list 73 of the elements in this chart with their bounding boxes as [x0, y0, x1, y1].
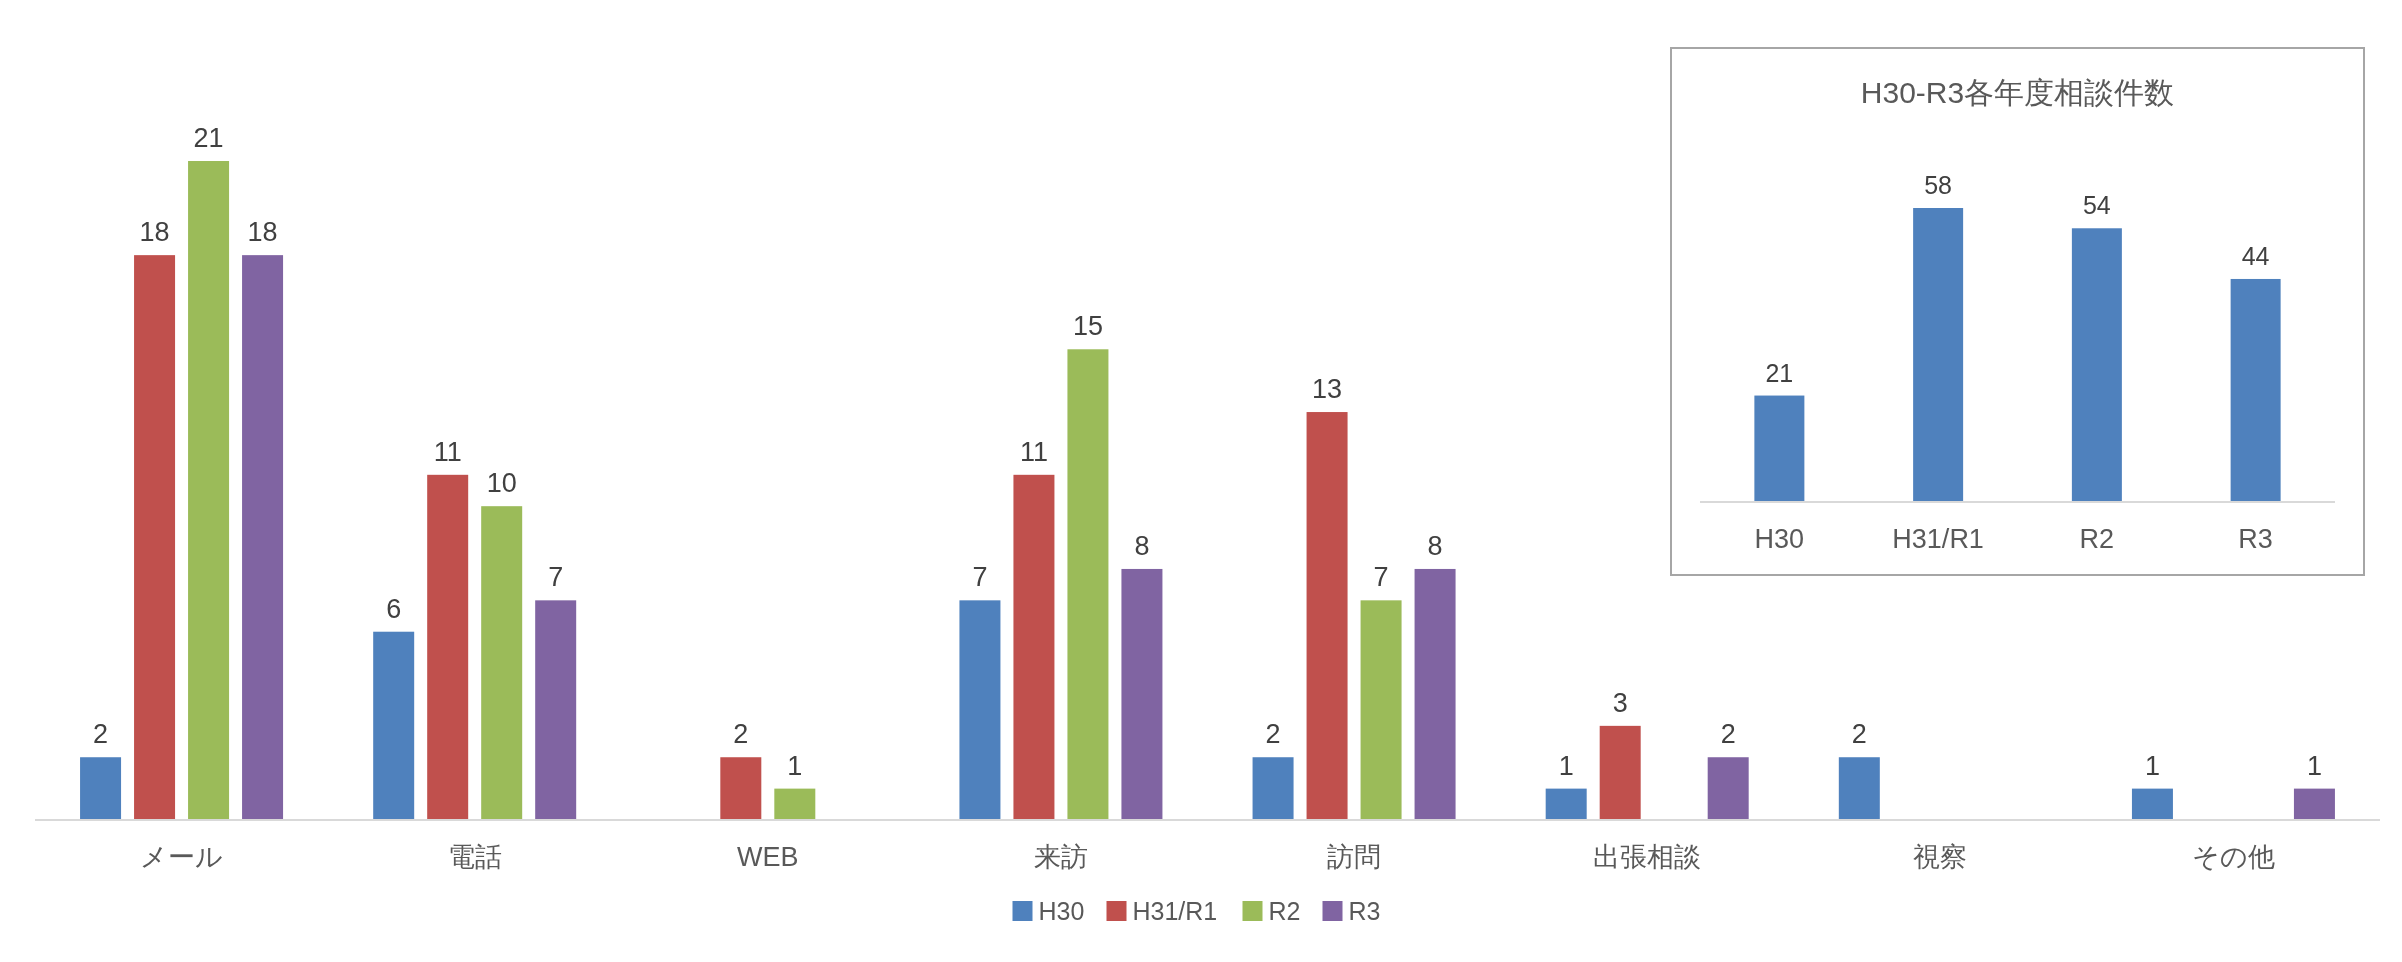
legend-label: H30 [1038, 897, 1085, 925]
bar [2293, 788, 2335, 820]
x-tick-label: 出張相談 [1593, 842, 1702, 872]
bar [2071, 228, 2122, 502]
data-label: 8 [1134, 530, 1150, 561]
x-tick-label: R3 [2238, 524, 2273, 554]
bar [1121, 568, 1163, 820]
legend-label: R3 [1348, 897, 1381, 925]
data-label: 18 [139, 217, 170, 248]
data-label: 2 [1265, 719, 1281, 750]
x-tick-label: H30 [1754, 524, 1805, 554]
data-label: 1 [1558, 750, 1574, 781]
data-label: 1 [2306, 750, 2322, 781]
x-tick-label: R2 [2079, 524, 2115, 554]
data-label: 11 [433, 436, 462, 467]
data-label: 6 [386, 593, 402, 624]
data-label: 21 [193, 123, 224, 153]
x-tick-label: WEB [737, 842, 799, 872]
data-label: 2 [93, 719, 109, 750]
data-label: 1 [2144, 750, 2160, 781]
bar [80, 757, 122, 820]
x-tick-label: 視察 [1913, 842, 1968, 872]
data-label: 3 [1612, 687, 1628, 718]
data-label: 11 [1019, 436, 1048, 467]
bar [774, 788, 816, 820]
bar [1360, 600, 1402, 820]
data-label: 8 [1427, 530, 1443, 561]
bar [535, 600, 577, 820]
data-label: 21 [1765, 358, 1794, 387]
bar [242, 255, 284, 820]
data-label: 2 [1851, 719, 1867, 750]
bar [1414, 568, 1456, 820]
x-tick-label: メール [140, 842, 224, 872]
bar [134, 255, 176, 820]
bar [1013, 474, 1055, 820]
bar [427, 474, 469, 820]
bar [720, 757, 762, 820]
bar [959, 600, 1001, 820]
data-label: 15 [1072, 311, 1103, 342]
data-label: 54 [2082, 191, 2111, 220]
legend-label: H31/R1 [1132, 897, 1218, 925]
chart-title: H30-R3各年度相談件数 [1860, 76, 2175, 109]
data-label: 7 [1373, 562, 1389, 593]
bar [188, 161, 230, 820]
bar [1599, 725, 1641, 820]
bar [2131, 788, 2173, 820]
data-label: 13 [1312, 374, 1343, 405]
x-tick-label: 来訪 [1033, 842, 1088, 872]
data-label: 1 [787, 750, 803, 781]
bar [1545, 788, 1587, 820]
bar [1252, 757, 1294, 820]
x-tick-label: H31/R1 [1892, 524, 1984, 554]
legend-label: R2 [1268, 897, 1301, 925]
bar [1067, 349, 1109, 820]
x-tick-label: 電話 [447, 842, 502, 872]
bar [1913, 208, 1964, 502]
bar [1306, 412, 1348, 820]
bar [1754, 395, 1805, 502]
data-label: 7 [972, 562, 988, 593]
data-label: 18 [247, 217, 278, 248]
bar [1838, 757, 1880, 820]
data-label: 2 [733, 719, 749, 750]
bar [481, 506, 523, 820]
bar [1707, 757, 1749, 820]
data-label: 2 [1720, 719, 1736, 750]
bar [373, 631, 415, 820]
data-label: 10 [486, 468, 517, 499]
data-label: 58 [1924, 171, 1953, 199]
data-label: 44 [2241, 241, 2270, 270]
x-tick-label: その他 [2191, 842, 2275, 872]
data-label: 7 [548, 562, 564, 593]
x-tick-label: 訪問 [1327, 842, 1382, 872]
bar [2230, 278, 2281, 502]
